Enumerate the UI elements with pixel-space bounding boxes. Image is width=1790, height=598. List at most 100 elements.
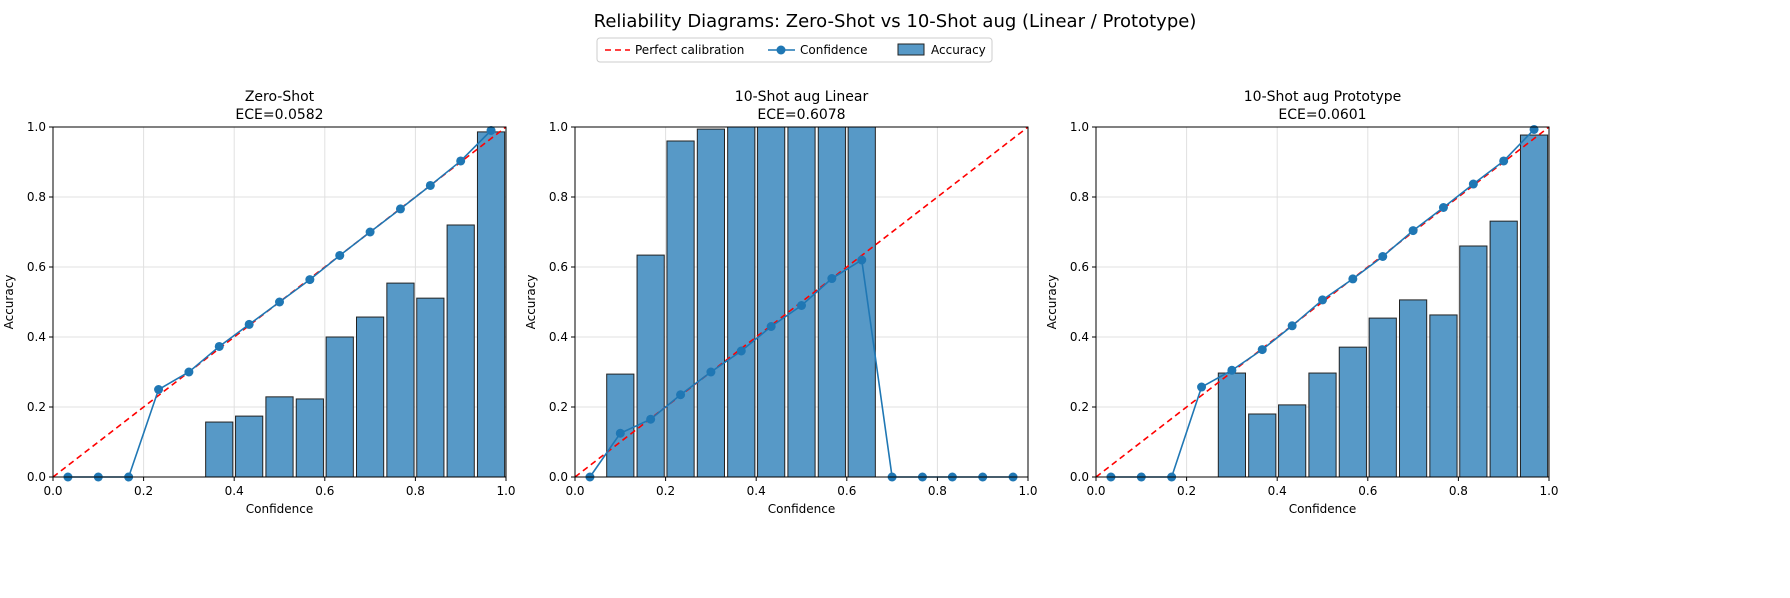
y-tick-label: 0.0 [549, 470, 568, 484]
confidence-point [1378, 252, 1388, 261]
confidence-point [1227, 365, 1237, 375]
subplot-1: 0.0 0.2 0.4 0.6 0.8 1.0 0.0 0.2 0.4 0.6 0.8 1.0 10-S… [524, 89, 1038, 516]
accuracy-bar [606, 373, 635, 478]
x-axis-label: Confidence [246, 502, 313, 516]
accuracy-bar [1489, 220, 1518, 478]
legend-label: Accuracy [931, 43, 986, 57]
confidence-point [857, 255, 867, 265]
confidence-point [486, 126, 496, 135]
x-axis-label: Confidence [1289, 502, 1356, 516]
subplot-title: 10-Shot aug Linear [735, 89, 869, 105]
accuracy-bar [1338, 346, 1367, 478]
accuracy-bar [386, 282, 415, 478]
perfect-calibration-line [52, 126, 507, 478]
confidence-point [1318, 295, 1327, 305]
y-tick-label: 1.0 [27, 120, 46, 134]
x-tick-label: 0.0 [1086, 484, 1105, 498]
y-tick-label: 0.4 [549, 330, 568, 344]
accuracy-bar [265, 396, 294, 478]
x-tick-label: 0.8 [406, 484, 425, 498]
confidence-point [1468, 179, 1478, 189]
y-axis-label: Accuracy [524, 275, 538, 330]
confidence-point [1197, 382, 1207, 392]
suptitle: Reliability Diagrams: Zero-Shot vs 10-Sh… [594, 11, 1197, 32]
confidence-point [425, 180, 435, 190]
accuracy-bar [295, 398, 324, 478]
x-tick-label: 0.8 [1449, 484, 1468, 498]
x-tick-label: 0.2 [1177, 484, 1196, 498]
accuracy-bar [1368, 317, 1397, 478]
x-tick-label: 0.4 [225, 484, 244, 498]
accuracy-bar [476, 131, 506, 478]
confidence-point [1438, 203, 1448, 212]
axes-frame [1095, 126, 1550, 478]
accuracy-bar [416, 297, 445, 478]
y-tick-label: 0.6 [549, 260, 568, 274]
subplot-ece: ECE=0.6078 [757, 107, 845, 123]
y-tick-label: 1.0 [549, 120, 568, 134]
confidence-point [646, 414, 656, 424]
accuracy-bar [235, 415, 264, 478]
accuracy-bar [727, 126, 756, 478]
accuracy-bar [205, 421, 234, 478]
confidence-point [1408, 226, 1418, 236]
confidence-point [456, 156, 466, 166]
x-tick-label: 0.8 [928, 484, 947, 498]
confidence-point [1499, 156, 1509, 166]
accuracy-bar [1248, 413, 1277, 478]
y-tick-label: 0.4 [27, 330, 46, 344]
confidence-point [827, 274, 837, 284]
confidence-point [365, 227, 375, 237]
accuracy-bar [1429, 314, 1458, 478]
confidence-point [736, 346, 746, 356]
accuracy-bar [1278, 404, 1307, 478]
confidence-point [766, 322, 776, 331]
x-tick-label: 0.6 [315, 484, 334, 498]
accuracy-bar [356, 316, 385, 478]
subplot-title: 10-Shot aug Prototype [1244, 89, 1401, 105]
subplot-2: 0.0 0.2 0.4 0.6 0.8 1.0 0.0 0.2 0.4 0.6 0.8 1.0 10-S… [1045, 89, 1559, 516]
confidence-point [1287, 321, 1297, 331]
x-tick-label: 0.4 [1268, 484, 1287, 498]
y-tick-label: 0.0 [27, 470, 46, 484]
legend: Perfect calibration Confidence Accuracy [596, 37, 993, 63]
y-tick-label: 1.0 [1070, 120, 1089, 134]
accuracy-bar [666, 140, 695, 478]
accuracy-bar [1399, 299, 1428, 478]
y-tick-label: 0.8 [27, 190, 46, 204]
accuracy-bar [696, 128, 725, 478]
confidence-point [305, 275, 315, 285]
y-axis-label: Accuracy [1045, 275, 1059, 330]
y-tick-label: 0.8 [549, 190, 568, 204]
x-tick-label: 0.4 [747, 484, 766, 498]
confidence-point [214, 341, 224, 351]
confidence-point [1257, 345, 1267, 355]
confidence-point [676, 390, 686, 400]
y-tick-label: 0.2 [1070, 400, 1089, 414]
confidence-point [184, 367, 194, 377]
y-tick-label: 0.2 [27, 400, 46, 414]
legend-swatch-bar [897, 43, 925, 56]
confidence-point [244, 319, 254, 329]
y-tick-label: 0.0 [1070, 470, 1089, 484]
confidence-point [335, 250, 345, 260]
confidence-point [797, 301, 806, 310]
confidence-point [275, 297, 284, 307]
axes-frame [574, 126, 1029, 478]
x-tick-label: 0.2 [134, 484, 153, 498]
accuracy-bar [446, 224, 475, 478]
x-tick-label: 0.6 [1358, 484, 1377, 498]
x-axis-label: Confidence [768, 502, 835, 516]
accuracy-bar [847, 126, 876, 478]
confidence-point [154, 385, 164, 394]
y-tick-label: 0.6 [1070, 260, 1089, 274]
accuracy-bar [1519, 134, 1549, 478]
subplot-0: 0.0 0.2 0.4 0.6 0.8 1.0 0.0 0.2 0.4 0.6 0.8 1.0 Zero… [2, 89, 516, 516]
accuracy-bar [325, 336, 354, 478]
x-tick-label: 0.6 [837, 484, 856, 498]
legend-label: Perfect calibration [635, 43, 744, 57]
y-tick-label: 0.2 [549, 400, 568, 414]
axes-frame [52, 126, 507, 478]
confidence-point [615, 428, 625, 438]
